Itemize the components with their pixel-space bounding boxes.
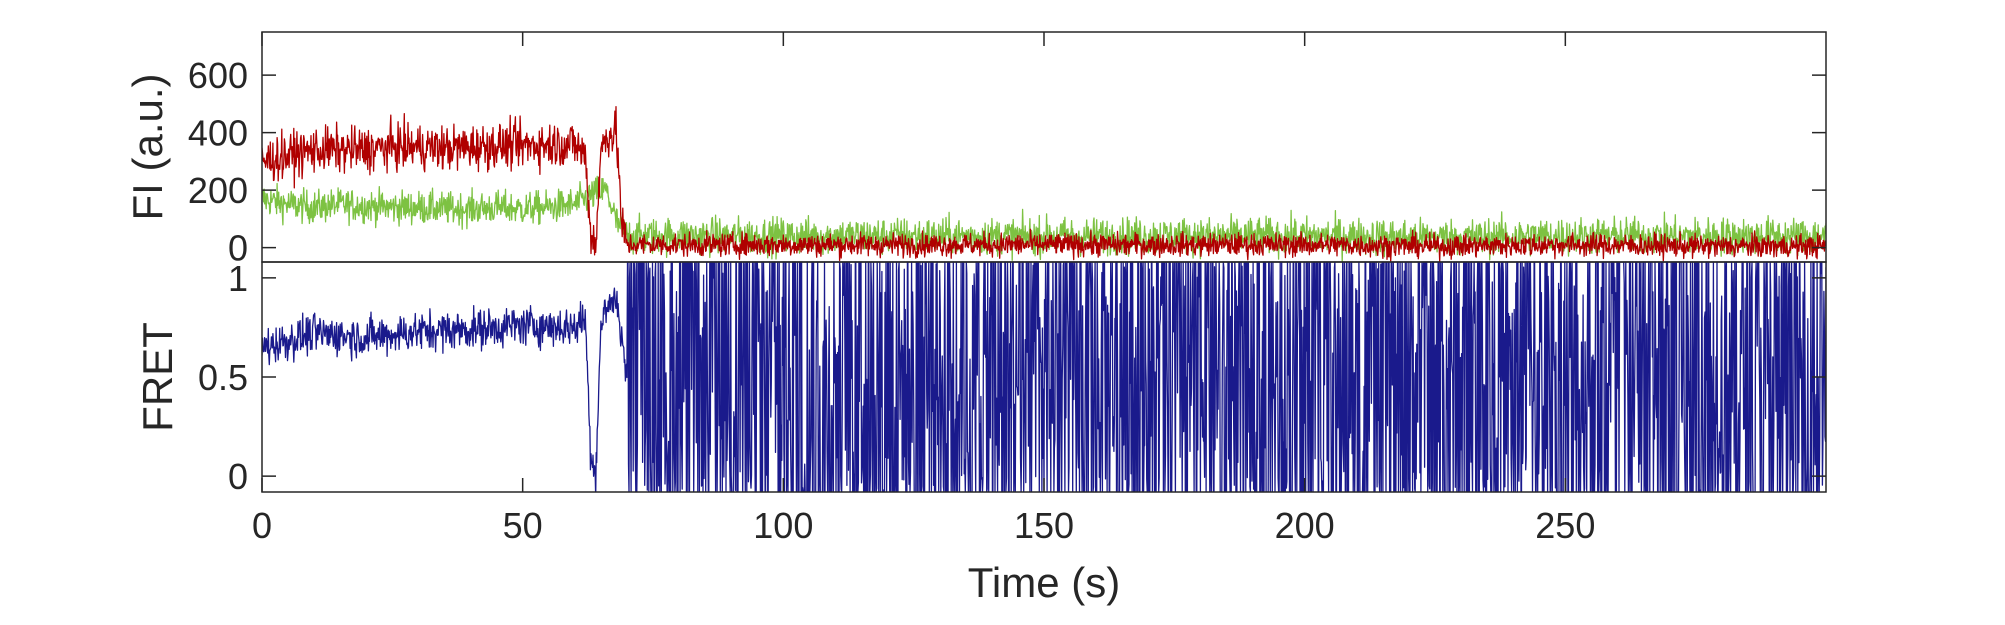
intensity-ytick-label: 0	[228, 228, 248, 269]
xtick-label: 150	[1014, 505, 1074, 546]
intensity-ytick-label: 400	[188, 113, 248, 154]
xtick-label: 50	[503, 505, 543, 546]
xtick-label: 200	[1275, 505, 1335, 546]
x-axis-label-time: Time (s)	[968, 559, 1120, 606]
intensity-trace-acceptor	[262, 106, 1826, 262]
fret-traces	[262, 262, 1826, 492]
x-ticks: 0 50 100 150 200 250	[252, 32, 1595, 546]
bottom-y-ticks: 00.51	[198, 258, 1826, 497]
fluorescence-intensity-panel: 0 200 400 600 FI (a.u.)	[124, 31, 1827, 269]
y-axis-label-intensity: FI (a.u.)	[124, 73, 171, 220]
fret-trace-fret	[262, 262, 1826, 492]
fret-ytick-label: 0	[228, 456, 248, 497]
top-y-ticks: 0 200 400 600	[188, 55, 1826, 269]
fret-ytick-label: 0.5	[198, 357, 248, 398]
xtick-label: 100	[753, 505, 813, 546]
y-axis-label-fret: FRET	[134, 322, 181, 432]
intensity-ytick-label: 200	[188, 170, 248, 211]
xtick-label: 250	[1535, 505, 1595, 546]
fret-ytick-label: 1	[228, 258, 248, 299]
intensity-trace-donor	[262, 175, 1826, 262]
fret-efficiency-panel: 00.51 0 50 100 150 200 250 FRET Time (s)	[134, 32, 1827, 606]
intensity-ytick-label: 600	[188, 55, 248, 96]
xtick-label: 0	[252, 505, 272, 546]
fluorescence-traces	[262, 106, 1826, 262]
